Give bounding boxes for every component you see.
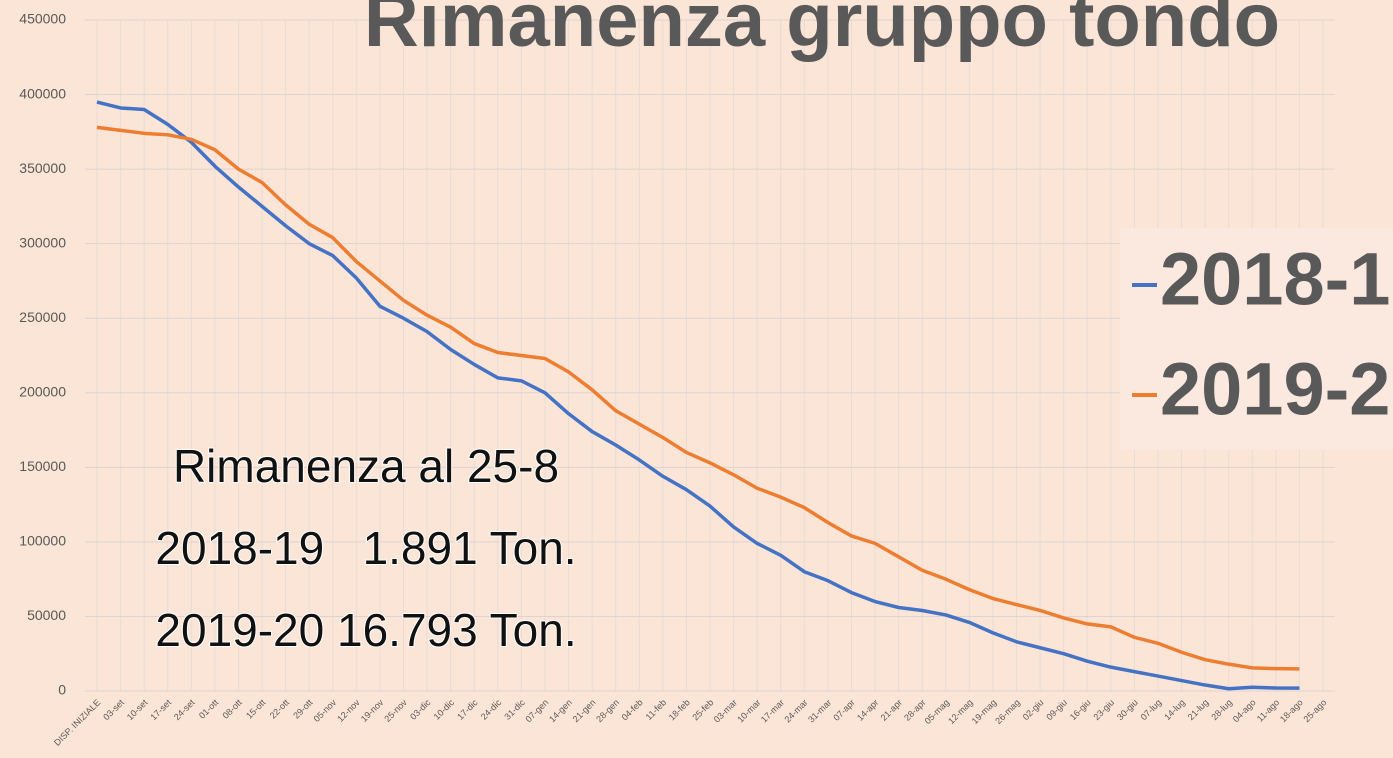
- x-tick-label: 10-mar: [735, 697, 762, 724]
- x-tick-label: 16-giu: [1068, 697, 1093, 722]
- x-tick-label: 17-set: [148, 697, 173, 722]
- y-tick-label: 250000: [19, 309, 66, 325]
- x-tick-label: 17-dic: [455, 697, 480, 722]
- y-tick-label: 400000: [19, 85, 66, 101]
- x-tick-label: 15-ott: [244, 697, 268, 721]
- x-tick-label: 31-mar: [806, 697, 833, 724]
- x-tick-label: DISP. INIZIALE: [52, 697, 102, 747]
- x-tick-label: 28-gen: [594, 697, 621, 724]
- y-tick-label: 50000: [27, 607, 66, 623]
- x-tick-label: 18-ago: [1278, 697, 1305, 724]
- x-tick-label: 03-set: [101, 697, 126, 722]
- annotation: 2019-20 16.793 Ton.: [155, 604, 576, 656]
- x-tick-label: 19-mag: [970, 697, 999, 726]
- x-tick-label: 10-dic: [432, 697, 457, 722]
- x-tick-label: 07-lug: [1139, 697, 1164, 722]
- x-tick-label: 25-nov: [382, 697, 409, 724]
- x-tick-label: 02-giu: [1021, 697, 1046, 722]
- x-tick-label: 24-mar: [782, 697, 809, 724]
- x-tick-label: 25-ago: [1302, 697, 1329, 724]
- x-tick-label: 24-dic: [479, 697, 504, 722]
- x-tick-label: 01-ott: [197, 697, 221, 721]
- x-tick-label: 21-gen: [571, 697, 598, 724]
- x-tick-label: 19-nov: [359, 697, 386, 724]
- y-tick-label: 450000: [19, 11, 66, 27]
- x-tick-label: 07-gen: [523, 697, 550, 724]
- x-tick-label: 12-mag: [946, 697, 975, 726]
- x-tick-label: 14-lug: [1162, 697, 1187, 722]
- x-tick-label: 05-mag: [923, 697, 952, 726]
- x-tick-label: 22-ott: [268, 697, 292, 721]
- y-tick-label: 300000: [19, 234, 66, 250]
- x-tick-label: 14-apr: [855, 697, 880, 722]
- y-tick-label: 200000: [19, 383, 66, 399]
- y-tick-label: 150000: [19, 458, 66, 474]
- x-tick-label: 14-gen: [547, 697, 574, 724]
- x-tick-label: 07-apr: [831, 697, 856, 722]
- x-tick-label: 05-nov: [312, 697, 339, 724]
- x-tick-label: 18-feb: [667, 697, 692, 722]
- x-tick-label: 12-nov: [335, 697, 362, 724]
- x-tick-label: 11-feb: [644, 697, 669, 722]
- grid: [85, 19, 1335, 692]
- x-tick-label: 03-mar: [712, 697, 739, 724]
- x-tick-label: 23-giu: [1091, 697, 1116, 722]
- x-tick-label: 24-set: [172, 697, 197, 722]
- x-tick-label: 04-feb: [620, 697, 645, 722]
- x-tick-label: 11-ago: [1255, 697, 1281, 723]
- x-tick-label: 08-ott: [221, 697, 245, 721]
- annotation: Rimanenza al 25-8: [173, 440, 559, 492]
- x-tick-label: 26-mag: [993, 697, 1022, 726]
- x-tick-label: 09-giu: [1044, 697, 1069, 722]
- x-tick-label: 21-apr: [879, 697, 904, 722]
- x-tick-label: 17-mar: [759, 697, 786, 724]
- y-tick-label: 0: [58, 682, 66, 698]
- x-tick-label: 21-lug: [1186, 697, 1211, 722]
- chart-title: Rimanenza gruppo tondo: [364, 0, 1280, 63]
- x-tick-label: 28-lug: [1209, 697, 1234, 722]
- x-tick-label: 03-dic: [408, 697, 433, 722]
- legend-label: 2018-19: [1160, 238, 1393, 321]
- x-tick-label: 30-giu: [1115, 697, 1140, 722]
- y-tick-label: 100000: [19, 533, 66, 549]
- legend-label: 2019-20: [1160, 348, 1393, 431]
- legend-box: [1120, 228, 1393, 450]
- x-tick-label: 10-set: [125, 697, 150, 722]
- annotation: 2018-19 1.891 Ton.: [155, 522, 576, 574]
- series-line: [96, 125, 1300, 671]
- x-tick-label: 04-ago: [1231, 697, 1258, 724]
- y-tick-label: 350000: [19, 160, 66, 176]
- series-line: [96, 100, 1300, 691]
